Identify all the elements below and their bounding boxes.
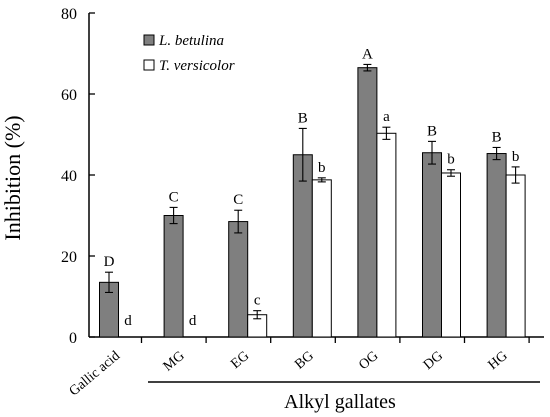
bar [441,172,461,338]
y-tick-label: 40 [61,168,77,185]
plot-area: 0 20 40 60 80 Gallic acid MG EG BG OG DG HG D C C B A B Bd… [61,6,544,399]
x-tick-label: HG [486,349,511,373]
x-tick-label: OG [356,349,381,373]
bar [486,153,507,338]
significance-letter: d [124,313,132,329]
legend: L. betulina T. versicolor [143,33,235,74]
bar [163,215,184,338]
x-tick-label: Gallic acid [67,349,123,400]
significance-letter: C [169,189,179,205]
significance-letter: A [362,46,373,62]
significance-letter: B [427,123,437,139]
x-tick-label: BG [292,349,317,373]
x-tick-label: DG [421,349,446,373]
y-axis-label: Inhibition (%) [0,115,25,240]
significance-letter: B [298,110,308,126]
legend-label: L. betulina [158,33,224,49]
y-tick-label: 0 [69,330,77,347]
bar [292,154,313,338]
y-tick-label: 80 [61,6,77,23]
significance-letter: a [383,109,390,125]
bar [311,179,332,338]
significance-letter: b [447,152,455,168]
y-tick-label: 60 [61,87,77,104]
significance-letter: c [254,293,261,309]
significance-letter: D [104,254,115,270]
bar [228,221,249,338]
group-label: Alkyl gallates [284,391,396,413]
bar [376,132,397,338]
y-tick-label: 20 [61,249,77,266]
legend-swatch [143,34,155,46]
x-tick-label: MG [161,349,188,375]
bar [357,67,378,338]
bar [505,174,526,338]
x-tick-label: EG [228,349,252,372]
significance-letter: d [189,313,197,329]
significance-letter: b [318,160,326,176]
significance-letter: b [512,149,520,165]
legend-swatch [143,59,155,71]
bar [422,152,442,338]
significance-letter: C [233,192,243,208]
legend-label: T. versicolor [159,58,235,74]
significance-letter: B [492,129,502,145]
